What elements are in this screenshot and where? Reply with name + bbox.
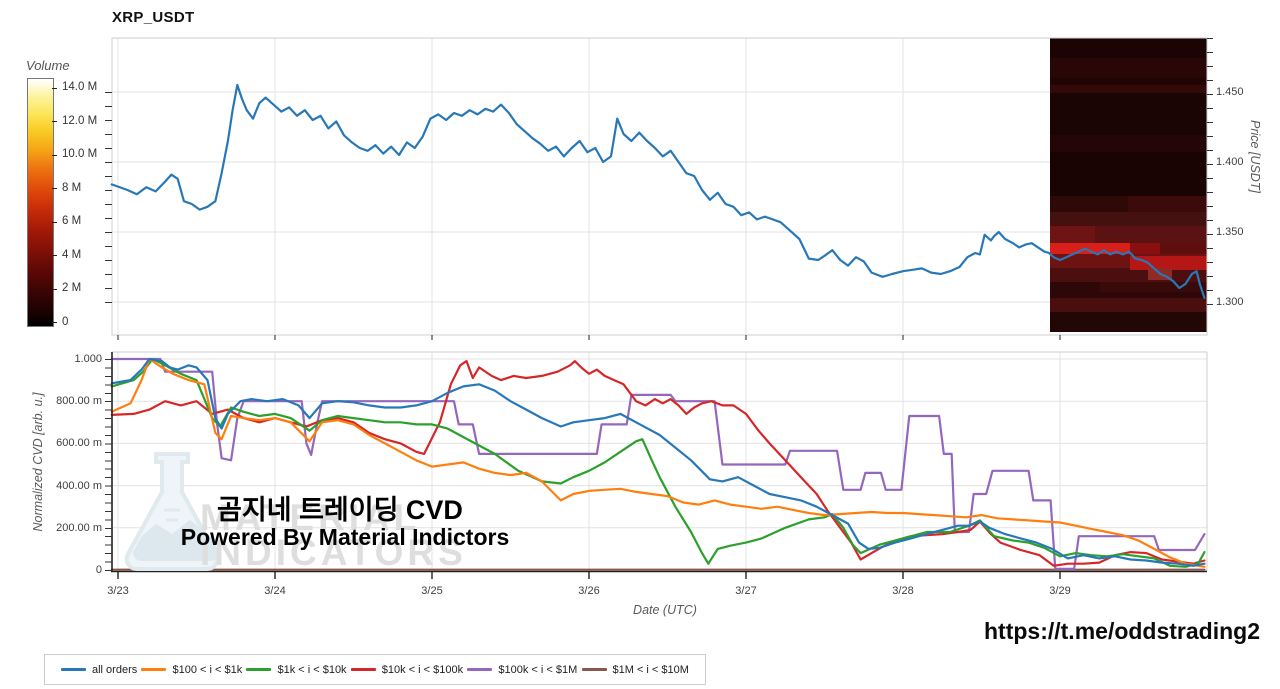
price-tick-label: 1.300 bbox=[1216, 296, 1244, 308]
price-tick-label: 1.350 bbox=[1216, 226, 1244, 238]
watermark-korean-text: 곰지네 트레이딩 CVD bbox=[217, 495, 463, 525]
date-tick-label: 3/27 bbox=[735, 585, 757, 597]
volume-colorbar-tick-label: 6 M bbox=[62, 215, 82, 227]
legend-line-swatch bbox=[350, 668, 376, 671]
legend-line-swatch bbox=[467, 668, 493, 671]
cvd-tick-label: 0 bbox=[95, 564, 102, 576]
watermark-powered-text: Powered By Material Indictors bbox=[180, 524, 510, 550]
date-tick-label: 3/29 bbox=[1049, 585, 1071, 597]
volume-colorbar-tick-label: 8 M bbox=[62, 181, 82, 194]
page-title: XRP_USDT bbox=[112, 9, 195, 26]
cvd-left-minor-ticks bbox=[105, 359, 112, 571]
volume-colorbar-tick-label: 4 M bbox=[62, 248, 82, 261]
volume-colorbar-tick bbox=[52, 121, 57, 122]
legend-item[interactable]: $1k < i < $10k bbox=[246, 663, 347, 676]
material-indicators-flask-icon bbox=[124, 452, 220, 571]
material-indicators-watermark: MATERIAL INDICATORS bbox=[200, 497, 467, 573]
volume-colorbar-tick bbox=[52, 188, 57, 189]
legend-item-label: $10k < i < $100k bbox=[381, 663, 464, 676]
cvd-axis-title: Normalized CVD [arb. u.] bbox=[31, 392, 45, 532]
volume-colorbar bbox=[27, 78, 54, 327]
legend-item[interactable]: $100 < i < $1k bbox=[141, 664, 242, 676]
cvd-tick-label: 600.00 m bbox=[56, 437, 102, 450]
volume-colorbar-tick bbox=[52, 87, 57, 89]
legend-item-label: $1M < i < $10M bbox=[612, 663, 689, 676]
legend-item-label: $100k < i < $1M bbox=[498, 663, 578, 676]
date-axis-title: Date (UTC) bbox=[633, 603, 697, 617]
volume-colorbar-tick-label: 12.0 M bbox=[62, 114, 98, 127]
legend-item[interactable]: all orders bbox=[61, 664, 137, 676]
cvd-tick-label: 400.00 m bbox=[56, 479, 102, 492]
price-chart[interactable] bbox=[110, 37, 1208, 340]
telegram-link[interactable]: https://t.me/oddstrading2 bbox=[984, 618, 1260, 644]
price-right-minor-ticks bbox=[1207, 38, 1213, 318]
cvd-tick-label: 200.00 m bbox=[56, 521, 102, 534]
volume-colorbar-tick bbox=[52, 221, 57, 223]
legend-item[interactable]: $10k < i < $100k bbox=[350, 663, 464, 676]
date-tick-label: 3/23 bbox=[107, 585, 129, 597]
date-tick-label: 3/26 bbox=[578, 585, 600, 597]
legend-line-swatch bbox=[141, 668, 167, 671]
legend-item-label: $1k < i < $10k bbox=[277, 663, 347, 676]
cvd-tick-label: 800.00 m bbox=[56, 395, 102, 408]
volume-colorbar-label: Volume bbox=[26, 58, 70, 73]
volume-colorbar-tick bbox=[52, 255, 57, 256]
price-tick-label: 1.450 bbox=[1216, 86, 1244, 98]
volume-colorbar-tick bbox=[52, 154, 57, 156]
price-tick-label: 1.400 bbox=[1216, 156, 1244, 168]
watermark-logo-line2: INDICATORS bbox=[200, 532, 467, 573]
legend-item[interactable]: $1M < i < $10M bbox=[581, 663, 689, 676]
date-tick-label: 3/25 bbox=[421, 585, 443, 597]
volume-colorbar-tick-label: 14.0 M bbox=[62, 81, 98, 93]
volume-colorbar-tick-label: 10.0 M bbox=[62, 148, 98, 160]
legend-line-swatch bbox=[61, 668, 86, 671]
date-tick-label: 3/28 bbox=[892, 585, 914, 597]
legend-item-label: $100 < i < $1k bbox=[172, 663, 243, 676]
volume-colorbar-tick bbox=[52, 322, 57, 323]
cvd-chart[interactable] bbox=[110, 351, 1208, 579]
cvd-tick-label: 1.000 bbox=[74, 353, 102, 365]
legend-item[interactable]: $100k < i < $1M bbox=[467, 664, 577, 676]
watermark-logo-line1: MATERIAL bbox=[200, 497, 421, 538]
volume-colorbar-tick-label: 0 bbox=[62, 315, 69, 328]
price-axis-title: Price [USDT] bbox=[1248, 120, 1262, 193]
legend-line-swatch bbox=[246, 668, 272, 671]
price-left-minor-ticks bbox=[105, 92, 112, 303]
volume-colorbar-tick bbox=[52, 288, 57, 290]
cvd-legend: all orders $100 < i < $1k $1k < i < $10k $1… bbox=[44, 654, 706, 685]
legend-line-swatch bbox=[581, 668, 607, 671]
date-tick-label: 3/24 bbox=[264, 585, 286, 597]
legend-item-label: all orders bbox=[92, 663, 138, 676]
volume-colorbar-tick-label: 2 M bbox=[62, 282, 82, 294]
